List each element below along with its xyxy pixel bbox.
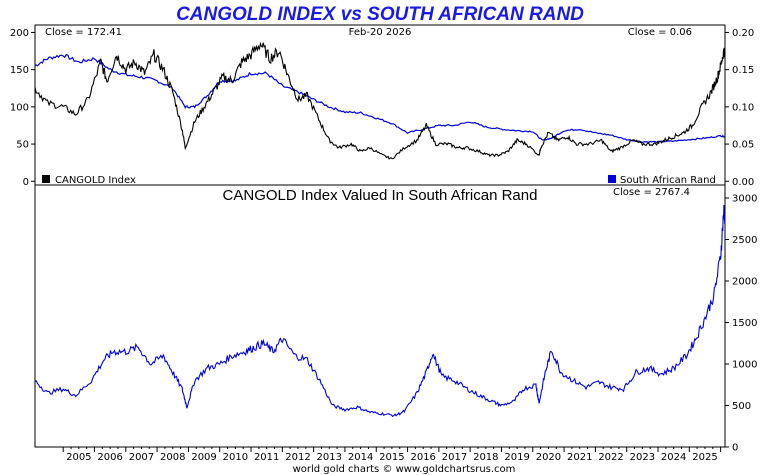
lower-panel-frame [34,184,726,448]
upper-left-tick-label: 50 [16,140,29,151]
x-tick-label: 2021 [567,452,592,463]
series-cangold-in-rand [34,204,726,418]
x-tick-label: 2005 [66,452,91,463]
legend-swatch-rand [608,175,616,183]
x-tick-label: 2019 [504,452,529,463]
lower-right-tick-label: 1000 [732,360,757,371]
x-tick-label: 2012 [285,452,310,463]
upper-right-tick-label: 0.00 [732,177,754,188]
series-south-african-rand [34,53,726,144]
x-tick-label: 2007 [129,452,154,463]
x-tick-label: 2014 [348,452,373,463]
x-tick-label: 2015 [379,452,404,463]
legend-swatch-cangold [42,175,50,183]
close-left-label: Close = 172.41 [45,27,122,38]
x-tick-label: 2016 [410,452,435,463]
lower-right-tick-label: 2500 [732,235,757,246]
upper-left-tick-label: 150 [10,65,29,76]
lower-chart-title: CANGOLD Index Valued In South African Ra… [223,187,538,204]
lower-series-group [34,204,726,418]
x-tick-label: 2025 [692,452,717,463]
series-cangold-index [34,41,726,160]
upper-left-tick-label: 200 [10,28,29,39]
date-label: Feb-20 2026 [349,27,412,38]
x-tick-label: 2008 [160,452,185,463]
legend-cangold: CANGOLD Index [55,175,136,186]
x-tick-label: 2023 [630,452,655,463]
x-tick-label: 2018 [473,452,498,463]
lower-right-axis: 0 500 1000 1500 2000 2500 3000 [725,194,757,454]
x-tick-label: 2013 [317,452,342,463]
upper-left-tick-label: 100 [10,102,29,113]
x-tick-label: 2022 [598,452,623,463]
footer-credit: world gold charts © www.goldchartsrus.co… [293,464,516,475]
upper-series-group [34,41,726,160]
x-tick-label: 2020 [536,452,561,463]
upper-panel-frame [34,24,726,186]
legend-rand: South African Rand [620,175,716,186]
upper-right-tick-label: 0.20 [732,28,754,39]
lower-right-tick-label: 2000 [732,277,757,288]
upper-left-axis: 0 50 100 150 200 [10,28,35,188]
lower-right-tick-label: 1500 [732,318,757,329]
upper-left-tick-label: 0 [23,177,29,188]
lower-right-tick-label: 0 [732,443,738,454]
x-tick-label: 2006 [97,452,122,463]
upper-right-axis: 0.00 0.05 0.10 0.15 0.20 [725,28,754,188]
lower-right-tick-label: 3000 [732,194,757,205]
upper-right-tick-label: 0.05 [732,140,754,151]
close-right-label: Close = 0.06 [628,27,692,38]
x-tick-label: 2017 [442,452,467,463]
upper-right-tick-label: 0.10 [732,102,754,113]
x-tick-label: 2010 [223,452,248,463]
x-tick-label: 2011 [254,452,279,463]
lower-close-label: Close = 2767.4 [613,187,690,198]
chart-title: CANGOLD INDEX vs SOUTH AFRICAN RAND [176,4,584,25]
lower-right-tick-label: 500 [732,401,751,412]
x-tick-label: 2009 [191,452,216,463]
upper-right-tick-label: 0.15 [732,65,754,76]
x-axis: 2005 2006 2007 2008 2009 2010 2011 2012 2013 2014… [62,447,722,463]
x-tick-label: 2024 [661,452,686,463]
